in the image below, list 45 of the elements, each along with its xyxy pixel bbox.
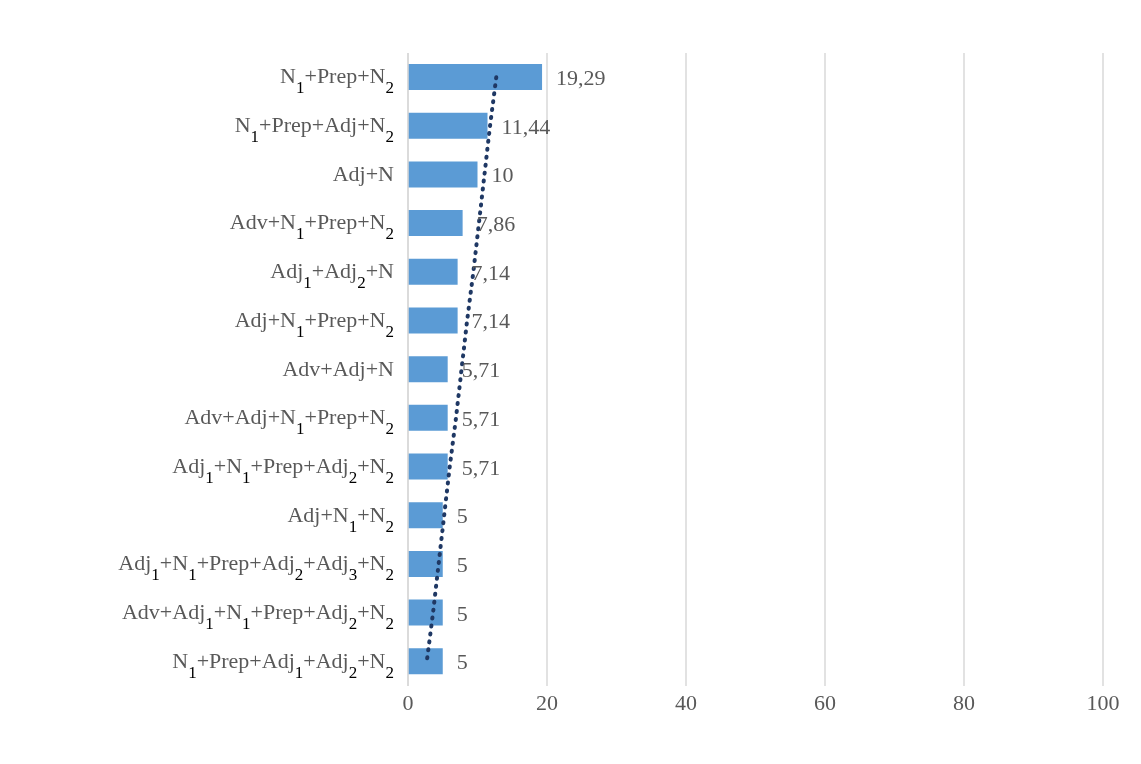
y-tick-label: Adj+N — [332, 160, 395, 186]
data-label: 5,71 — [461, 454, 501, 480]
data-label: 5,71 — [461, 405, 501, 431]
y-tick-label: Adv+Adj$_{1}$+N$_{1}$+Prep+Adj$_{2}$+N$_{2}$ — [121, 598, 394, 633]
data-label: 19,29 — [556, 65, 606, 90]
bar — [408, 64, 543, 90]
bar — [408, 210, 463, 237]
data-label: 5 — [456, 600, 468, 626]
bar — [408, 550, 443, 577]
y-tick-label: N$_{1}$+Prep+Adj$_{1}$+Adj$_{2}$+N$_{2}$ — [172, 647, 394, 682]
y-tick-label: Adv+Adj+N$_{1}$+Prep+N$_{2}$ — [184, 404, 394, 438]
data-label: 5,71 — [461, 357, 501, 383]
y-tick-label: Adj+N$_{1}$+N$_{2}$ — [287, 501, 394, 536]
x-tick-label: 40 — [675, 689, 697, 715]
data-label: 5 — [456, 503, 468, 529]
data-label: 11,44 — [501, 113, 551, 139]
bar — [408, 258, 458, 285]
bar — [408, 112, 488, 139]
data-label: 7,14 — [471, 308, 511, 334]
data-label: 5 — [456, 551, 468, 577]
data-label: 10 — [491, 162, 514, 188]
bar — [408, 404, 448, 431]
bar — [408, 356, 448, 383]
x-tick-label: 60 — [814, 689, 836, 715]
bar — [408, 161, 478, 188]
bar — [408, 648, 443, 675]
y-tick-label: Adj$_{1}$+Adj$_{2}$+N — [270, 258, 395, 292]
x-tick-label: 100 — [1086, 689, 1120, 715]
x-tick-label: 0 — [402, 689, 414, 715]
y-tick-label: Adj+N$_{1}$+Prep+N$_{2}$ — [234, 306, 394, 341]
y-tick-label: N$_{1}$+Prep+N$_{2}$ — [280, 63, 394, 97]
bar — [408, 599, 443, 626]
y-tick-label: N$_{1}$+Prep+Adj+N$_{2}$ — [234, 112, 394, 146]
y-tick-label: Adv+N$_{1}$+Prep+N$_{2}$ — [229, 209, 394, 243]
y-tick-label: Adj$_{1}$+N$_{1}$+Prep+Adj$_{2}$+N$_{2}$ — [172, 452, 394, 487]
category-label: Adj$_{1}$+N$_{1}$+Prep+Adj$_{2}$+Adj$_{3}$+N$_{2}$ — [118, 550, 394, 584]
data-label: 7,14 — [471, 259, 511, 285]
data-label: 7,86 — [476, 211, 516, 237]
y-tick-label: Adv+Adj+N — [282, 355, 395, 381]
x-tick-label: 80 — [953, 689, 975, 715]
bar — [408, 307, 458, 334]
data-label: 5 — [456, 649, 468, 675]
bar — [408, 453, 448, 480]
bar — [408, 502, 443, 529]
x-tick-label: 20 — [536, 689, 558, 715]
